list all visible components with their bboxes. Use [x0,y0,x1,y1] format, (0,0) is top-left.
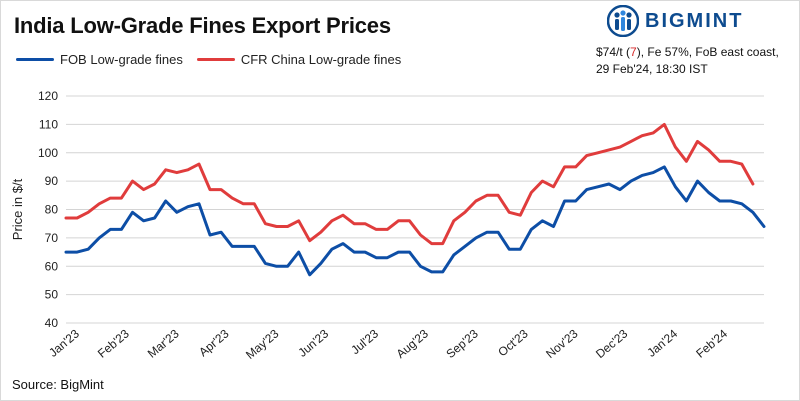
price-change: 7 [630,45,637,59]
y-tick-label-100: 100 [38,146,58,160]
x-tick-label-13: Feb'24 [693,326,730,360]
legend-swatch-cfr [196,58,235,61]
x-tick-label-1: Feb'23 [95,326,132,360]
legend-label-fob: FOB Low-grade fines [60,52,183,67]
x-tick-label-4: May'23 [243,326,282,362]
bigmint-logo-icon [607,5,639,37]
price-note-line1: $74/t (7), Fe 57%, FoB east coast, [596,45,779,59]
y-tick-label-90: 90 [45,174,59,188]
x-tick-label-7: Aug'23 [394,326,432,361]
logo-text: BIGMINT [645,9,744,32]
series-line-cfr [64,122,755,246]
chart-title: India Low-Grade Fines Export Prices [14,13,391,38]
x-tick-label-0: Jan'23 [46,326,82,359]
legend-item-fob[interactable]: FOB Low-grade fines [16,52,183,67]
legend-item-cfr[interactable]: CFR China Low-grade fines [196,52,402,67]
y-tick-label-50: 50 [45,288,59,302]
brand-logo: BIGMINT [607,5,743,37]
legend: FOB Low-grade fines CFR China Low-grade … [16,52,415,67]
y-tick-label-110: 110 [39,117,58,131]
series-line-fob [64,165,766,277]
legend-label-cfr: CFR China Low-grade fines [240,52,402,67]
y-tick-label-80: 80 [45,203,59,217]
x-tick-label-8: Sep'23 [443,326,481,361]
source-text: Source: BigMint [12,377,104,392]
x-tick-label-10: Nov'23 [543,326,581,361]
price-note-line2: 29 Feb'24, 18:30 IST [596,62,708,76]
x-tick-label-3: Apr'23 [196,326,232,359]
y-tick-label-70: 70 [45,231,59,245]
x-tick-label-9: Oct'23 [495,326,531,359]
x-tick-label-5: Jun'23 [295,326,331,359]
y-tick-label-60: 60 [45,259,59,273]
x-tick-label-6: Jul'23 [348,326,381,357]
x-tick-label-2: Mar'23 [145,326,182,360]
y-tick-label-40: 40 [45,316,59,330]
y-tick-label-120: 120 [38,89,58,103]
x-tick-label-11: Dec'23 [593,326,631,361]
x-tick-label-12: Jan'24 [644,326,680,359]
price-note: $74/t (7), Fe 57%, FoB east coast, 29 Fe… [596,44,779,78]
y-axis-title: Price in $/t [10,178,25,240]
legend-swatch-fob [16,58,54,61]
